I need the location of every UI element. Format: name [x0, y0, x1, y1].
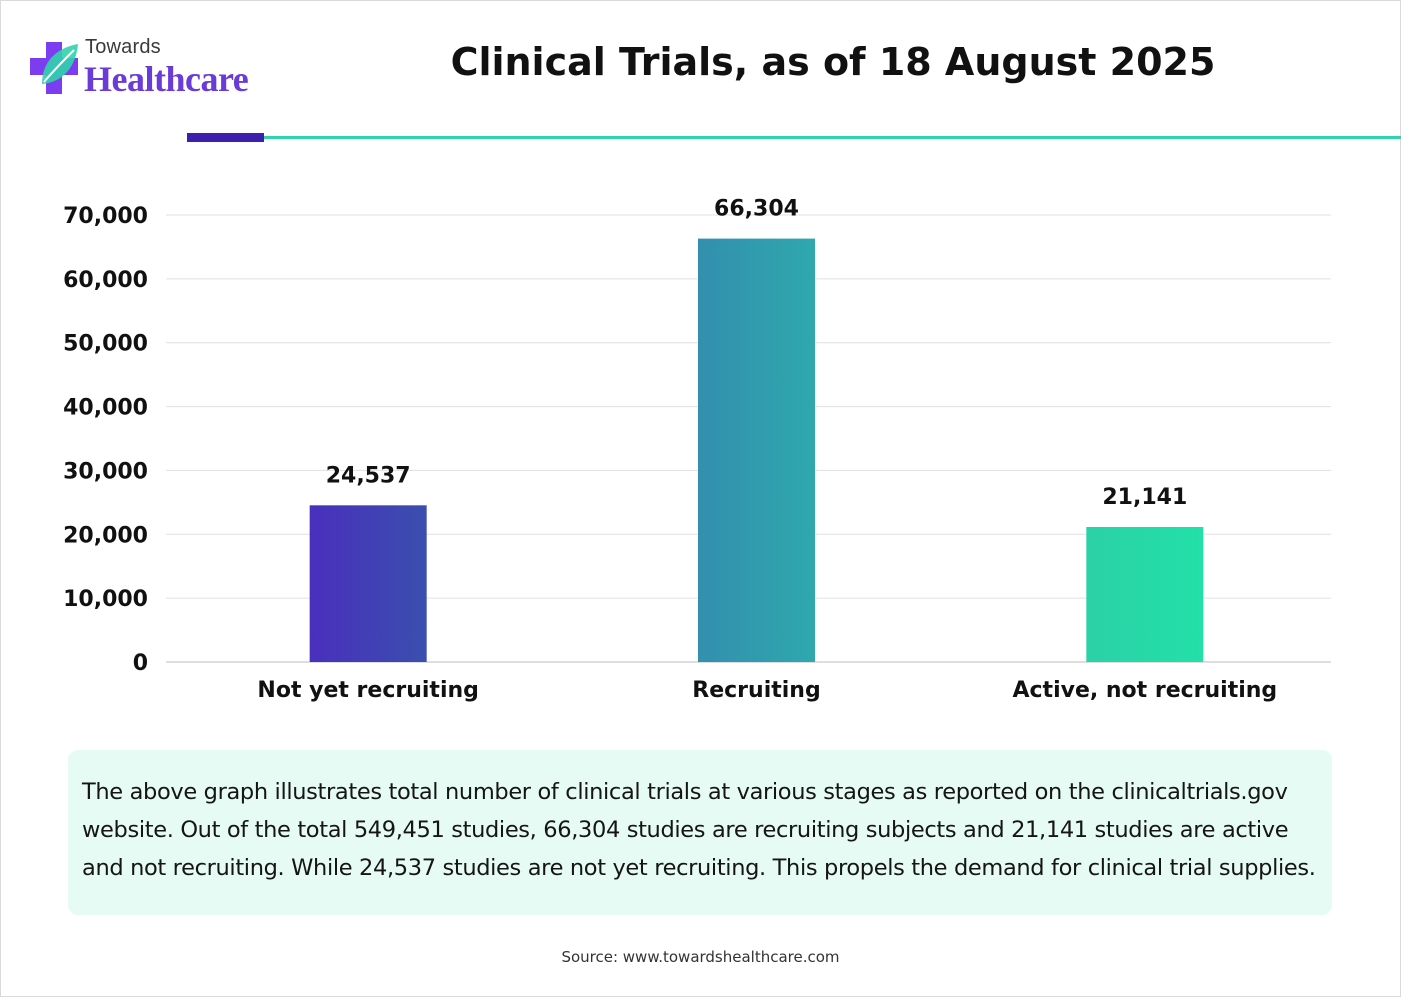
y-tick-label: 40,000: [63, 396, 148, 421]
brand-logo: Towards Healthcare: [28, 36, 268, 102]
y-tick-label: 10,000: [63, 587, 148, 612]
brand-main-text: Healthcare: [84, 59, 249, 99]
bar: [698, 238, 815, 662]
description-box: The above graph illustrates total number…: [68, 750, 1332, 915]
source-note: Source: www.towardshealthcare.com: [561, 948, 840, 966]
y-tick-label: 0: [133, 651, 148, 676]
data-label: 24,537: [326, 463, 411, 488]
y-tick-label: 70,000: [63, 204, 148, 229]
y-tick-label: 60,000: [63, 268, 148, 293]
x-tick-label: Recruiting: [692, 678, 820, 703]
title-rule-line: [264, 136, 1401, 139]
description-text: The above graph illustrates total number…: [82, 779, 1316, 881]
bar: [309, 505, 427, 662]
bar-chart: 0 10,000 20,000 30,000 40,000 50,000 60,000 70,…: [63, 197, 1331, 703]
brand-top-text: Towards: [85, 36, 161, 58]
data-label: 21,141: [1102, 485, 1187, 510]
y-tick-label: 30,000: [63, 459, 148, 484]
medical-cross-leaf-icon: [30, 42, 78, 94]
y-tick-label: 50,000: [63, 332, 148, 357]
data-label: 66,304: [714, 197, 799, 222]
x-tick-label: Not yet recruiting: [257, 678, 478, 703]
title-rule-accent: [187, 133, 264, 142]
chart-title: Clinical Trials, as of 18 August 2025: [450, 40, 1216, 84]
y-tick-label: 20,000: [63, 523, 148, 548]
bar: [1086, 526, 1204, 662]
x-tick-label: Active, not recruiting: [1012, 678, 1277, 703]
